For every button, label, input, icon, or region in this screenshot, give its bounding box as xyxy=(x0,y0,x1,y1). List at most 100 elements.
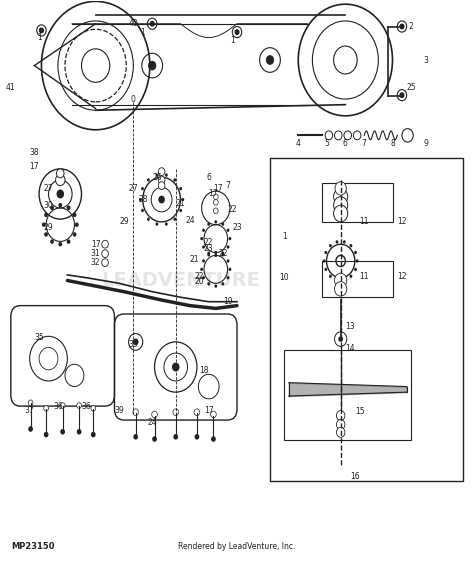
Text: 22: 22 xyxy=(204,238,213,247)
Circle shape xyxy=(337,420,345,430)
Text: 10: 10 xyxy=(279,273,289,282)
Circle shape xyxy=(335,131,342,140)
Circle shape xyxy=(58,203,62,208)
Circle shape xyxy=(173,218,176,221)
Circle shape xyxy=(354,251,357,254)
Text: 17: 17 xyxy=(91,240,100,249)
Circle shape xyxy=(400,24,404,29)
Circle shape xyxy=(227,259,229,263)
Circle shape xyxy=(147,18,157,29)
Circle shape xyxy=(213,194,218,200)
Text: 9: 9 xyxy=(423,139,428,148)
Text: 24: 24 xyxy=(147,419,157,427)
Text: 36: 36 xyxy=(53,402,63,411)
Circle shape xyxy=(158,196,165,204)
Circle shape xyxy=(50,205,54,210)
Circle shape xyxy=(336,240,338,243)
Circle shape xyxy=(77,403,82,408)
Circle shape xyxy=(397,21,407,32)
Circle shape xyxy=(194,409,200,416)
Circle shape xyxy=(42,223,46,227)
Text: 17: 17 xyxy=(29,162,39,171)
Text: 35: 35 xyxy=(34,333,44,342)
Text: 31: 31 xyxy=(91,249,100,258)
Circle shape xyxy=(266,56,274,65)
Circle shape xyxy=(91,432,96,438)
Circle shape xyxy=(73,232,76,237)
Circle shape xyxy=(207,251,210,255)
Circle shape xyxy=(155,222,158,226)
Circle shape xyxy=(343,240,346,243)
Circle shape xyxy=(337,411,345,421)
Text: 14: 14 xyxy=(345,344,355,353)
Text: 22: 22 xyxy=(218,249,228,258)
Text: 1: 1 xyxy=(140,27,145,36)
Text: 24: 24 xyxy=(185,216,195,225)
Text: 33: 33 xyxy=(128,340,138,349)
Circle shape xyxy=(158,176,165,184)
Circle shape xyxy=(28,400,33,406)
Circle shape xyxy=(133,409,138,416)
Text: 22: 22 xyxy=(228,205,237,214)
Text: 16: 16 xyxy=(350,472,360,481)
Text: 27: 27 xyxy=(128,184,138,193)
Text: 21: 21 xyxy=(190,255,200,264)
Circle shape xyxy=(133,338,138,345)
Circle shape xyxy=(141,187,144,190)
Circle shape xyxy=(214,251,217,254)
Circle shape xyxy=(67,240,71,244)
Circle shape xyxy=(55,174,65,186)
Circle shape xyxy=(44,232,48,237)
Circle shape xyxy=(102,250,109,257)
Text: 28: 28 xyxy=(138,195,147,204)
Circle shape xyxy=(102,259,109,266)
Circle shape xyxy=(77,429,82,435)
Circle shape xyxy=(227,276,229,279)
Circle shape xyxy=(334,197,348,214)
Circle shape xyxy=(133,434,138,440)
Circle shape xyxy=(50,240,54,244)
Circle shape xyxy=(165,222,168,226)
Text: 17: 17 xyxy=(213,184,223,193)
Circle shape xyxy=(343,278,346,282)
Circle shape xyxy=(150,21,154,26)
Text: 23: 23 xyxy=(204,243,214,252)
Text: 17: 17 xyxy=(204,406,214,415)
Circle shape xyxy=(28,426,33,432)
Circle shape xyxy=(213,200,218,205)
Circle shape xyxy=(173,178,176,182)
Text: 0: 0 xyxy=(131,95,136,104)
Text: 1: 1 xyxy=(36,33,41,42)
Circle shape xyxy=(221,223,224,226)
Text: 22: 22 xyxy=(194,272,204,280)
Circle shape xyxy=(228,237,231,240)
Circle shape xyxy=(349,274,352,278)
Circle shape xyxy=(221,253,224,256)
Circle shape xyxy=(73,213,76,217)
Circle shape xyxy=(147,218,150,221)
Circle shape xyxy=(356,259,358,263)
Circle shape xyxy=(67,205,71,210)
Text: 11: 11 xyxy=(359,217,369,227)
Circle shape xyxy=(221,282,224,286)
Circle shape xyxy=(36,25,46,36)
Circle shape xyxy=(207,282,210,286)
Text: 2: 2 xyxy=(409,22,414,31)
Text: 27: 27 xyxy=(44,184,53,193)
Circle shape xyxy=(211,436,216,442)
Circle shape xyxy=(323,259,326,263)
Circle shape xyxy=(56,190,64,199)
Text: 1: 1 xyxy=(230,36,235,45)
Circle shape xyxy=(44,213,48,217)
Text: Rendered by LeadVenture, Inc.: Rendered by LeadVenture, Inc. xyxy=(178,542,296,551)
Circle shape xyxy=(329,244,332,247)
Bar xyxy=(322,261,392,297)
Circle shape xyxy=(227,245,229,249)
Text: 6: 6 xyxy=(343,139,348,148)
Circle shape xyxy=(336,255,346,266)
Circle shape xyxy=(336,278,338,282)
Circle shape xyxy=(200,237,203,240)
Circle shape xyxy=(334,205,348,222)
Circle shape xyxy=(200,268,203,271)
Text: 13: 13 xyxy=(345,322,355,331)
